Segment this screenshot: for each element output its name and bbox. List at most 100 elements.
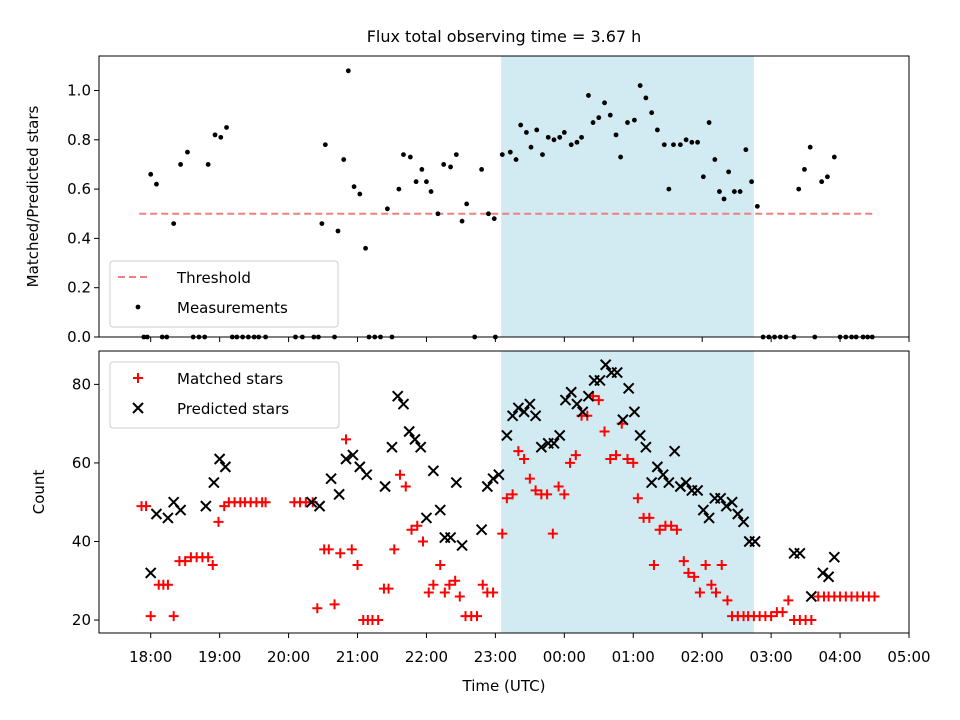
matched-stars-point (418, 536, 428, 547)
matched-stars-point (632, 493, 643, 504)
legend-label: Predicted stars (177, 400, 289, 418)
predicted-stars-point (325, 472, 337, 485)
predicted-stars-point (150, 508, 163, 520)
y-tick-label: 0.0 (67, 328, 91, 346)
predicted-stars-point (571, 398, 583, 410)
measurement-point (185, 149, 190, 155)
predicted-stars-point (565, 386, 577, 398)
matched-stars-point (706, 579, 717, 590)
predicted-stars-point (611, 366, 623, 379)
predicted-stars-point (599, 359, 612, 371)
predicted-stars-point (414, 441, 427, 453)
measurement-point (518, 122, 524, 128)
matched-stars-point (435, 560, 446, 571)
measurement-point (689, 139, 695, 145)
matched-stars-point (542, 489, 553, 500)
x-tick-label: 20:00 (267, 648, 310, 666)
matched-stars-point (439, 587, 450, 598)
predicted-stars-point (651, 461, 664, 473)
legend-label: Threshold (176, 269, 251, 287)
predicted-stars-point (794, 547, 806, 559)
matched-stars-point (329, 599, 340, 610)
predicted-stars-point (559, 394, 572, 406)
measurement-point (479, 166, 484, 172)
chart-title: Flux total observing time = 3.67 h (367, 27, 642, 46)
predicted-stars-point (208, 476, 220, 489)
predicted-stars-point (444, 531, 457, 544)
legend-label: Matched stars (177, 370, 283, 388)
measurement-point (613, 132, 619, 138)
measurement-point (322, 142, 328, 148)
matched-stars-point (605, 454, 616, 465)
y-tick-label: 0.8 (67, 131, 91, 149)
matched-stars-point (341, 434, 352, 445)
measurement-point (491, 216, 497, 222)
matched-stars-point (335, 548, 346, 559)
y-tick-label: 80 (72, 375, 91, 393)
count-panel: 20 40 60 80 18:00 19:00 20:00 21:00 22:00 23:00 0… (30, 350, 931, 666)
measurement-point (625, 120, 630, 125)
measurement-point (654, 127, 660, 133)
measurement-point (726, 169, 732, 175)
matched-stars-point (346, 544, 357, 555)
matched-stars-point (644, 512, 655, 523)
measurement-point (677, 142, 683, 148)
x-tick-label: 23:00 (474, 648, 517, 666)
matched-stars-point (678, 556, 689, 567)
matched-stars-point (806, 615, 817, 626)
measurement-point (671, 142, 676, 148)
predicted-stars-point (640, 441, 652, 453)
predicted-stars-point (576, 406, 589, 418)
predicted-stars-point (805, 590, 818, 603)
matched-stars-point (694, 587, 705, 598)
measurement-point (807, 144, 813, 150)
measurement-point (351, 184, 357, 190)
measurement-point (205, 162, 211, 167)
y-tick-label: 60 (72, 454, 91, 472)
predicted-stars-point (617, 414, 629, 426)
measurement-point (700, 174, 706, 180)
ratio-plot-frame (98, 55, 910, 338)
matched-stars-point (722, 595, 733, 606)
measurement-point (706, 120, 712, 125)
count-plot-frame (98, 350, 910, 634)
matched-stars-point (869, 591, 880, 602)
measurement-point (632, 117, 637, 123)
predicted-stars-point (663, 476, 675, 489)
matched-stars-point (766, 611, 777, 622)
predicted-stars-point (720, 500, 733, 512)
measurement-point (148, 171, 154, 177)
measurement-point (448, 164, 453, 170)
predicted-stars-point (622, 382, 635, 395)
predicted-stars-point (634, 429, 646, 442)
matched-stars-point (180, 556, 191, 567)
matched-stars-point (710, 587, 721, 598)
x-tick-label: 03:00 (750, 648, 793, 666)
measurement-point (819, 179, 825, 185)
legend-box (109, 260, 339, 328)
matched-stars-point (312, 603, 323, 614)
matched-stars-point (530, 485, 541, 496)
measurement-point (459, 218, 465, 224)
measurement-point (524, 130, 529, 135)
predicted-stars-point (828, 551, 841, 563)
ratio-y-label: Matched/Predicted stars (24, 106, 42, 288)
matched-stars-point (260, 497, 271, 508)
measurement-point (637, 83, 643, 88)
y-tick-label: 1.0 (67, 82, 91, 100)
matched-stars-point (648, 560, 659, 571)
count-legend: Matched stars Predicted stars (109, 361, 340, 429)
predicted-stars-point (506, 410, 519, 422)
predicted-stars-point (386, 441, 398, 453)
measurement-point (413, 179, 419, 185)
predicted-stars-point (333, 488, 345, 501)
predicted-stars-point (420, 512, 433, 524)
legend-matched-swatch (133, 373, 143, 383)
predicted-stars-point (524, 398, 536, 410)
measurement-point (596, 115, 602, 121)
matched-stars-point (213, 516, 224, 527)
predicted-stars-point (403, 425, 415, 438)
predicted-stars-point (360, 469, 373, 481)
measurement-point (171, 221, 177, 227)
predicted-stars-point (680, 476, 692, 489)
